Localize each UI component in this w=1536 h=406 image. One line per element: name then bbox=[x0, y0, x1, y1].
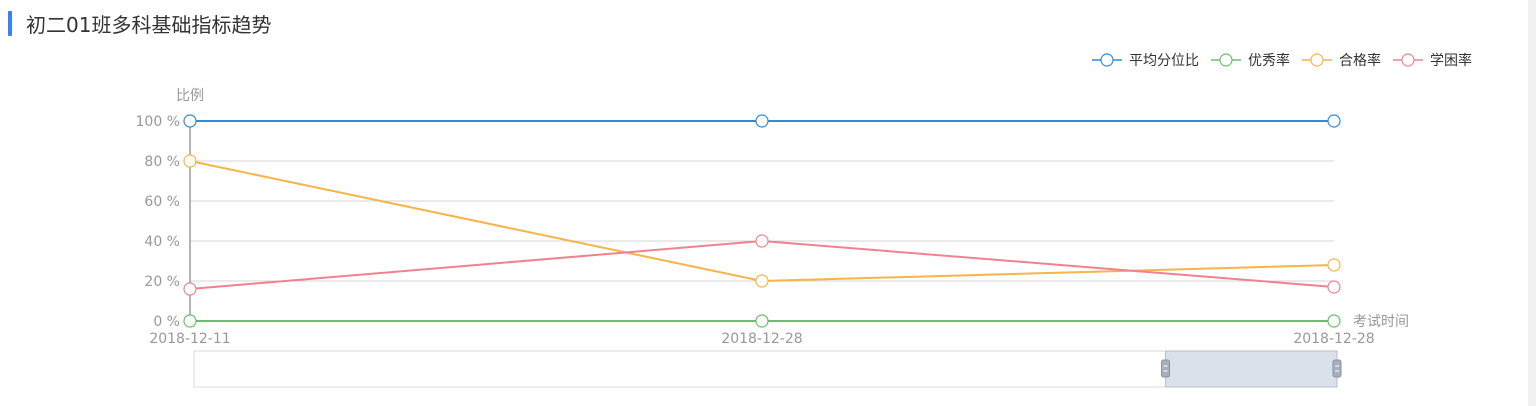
series-layer bbox=[183, 114, 1341, 328]
y-tick-label: 40 % bbox=[144, 234, 180, 250]
y-tick-label: 80 % bbox=[144, 154, 180, 170]
zoom-handle-right[interactable] bbox=[1332, 359, 1342, 378]
data-zoom-slider[interactable] bbox=[193, 350, 1342, 388]
grid-layer bbox=[190, 120, 1334, 282]
legend-marker-icon bbox=[1401, 53, 1415, 67]
data-point bbox=[183, 282, 197, 296]
legend-label: 学困率 bbox=[1430, 52, 1472, 69]
legend-label: 合格率 bbox=[1339, 52, 1381, 69]
data-point bbox=[755, 274, 769, 288]
legend-label: 优秀率 bbox=[1248, 52, 1290, 69]
x-axis-name: 考试时间 bbox=[1353, 314, 1409, 330]
data-point bbox=[755, 314, 769, 328]
zoom-track bbox=[193, 350, 1338, 388]
legend-marker-icon bbox=[1310, 53, 1324, 67]
data-point bbox=[755, 234, 769, 248]
legend-label: 平均分位比 bbox=[1129, 53, 1199, 69]
legend-marker-icon bbox=[1100, 53, 1114, 67]
data-point bbox=[755, 114, 769, 128]
y-tick-label: 100 % bbox=[136, 114, 180, 130]
zoom-handle-left[interactable] bbox=[1161, 359, 1171, 378]
x-tick-label: 2018-12-11 bbox=[149, 331, 230, 347]
legend-item[interactable]: 平均分位比 bbox=[1092, 53, 1199, 69]
legend-item[interactable]: 优秀率 bbox=[1211, 52, 1290, 69]
legend-marker-icon bbox=[1219, 53, 1233, 67]
data-point bbox=[183, 114, 197, 128]
legend-item[interactable]: 合格率 bbox=[1302, 52, 1381, 69]
y-tick-label: 60 % bbox=[144, 194, 180, 210]
zoom-selected-range bbox=[1165, 350, 1338, 388]
y-tick-label: 0 % bbox=[153, 314, 180, 330]
zoom-handle-grip bbox=[1332, 359, 1342, 378]
y-axis-name: 比例 bbox=[176, 88, 204, 104]
x-tick-label: 2018-12-28 bbox=[1293, 331, 1374, 347]
data-point bbox=[1327, 280, 1341, 294]
title-accent-bar bbox=[8, 11, 12, 36]
series-line bbox=[189, 160, 1335, 283]
data-point bbox=[183, 314, 197, 328]
data-point bbox=[1327, 258, 1341, 272]
data-point bbox=[1327, 314, 1341, 328]
legend-item[interactable]: 学困率 bbox=[1393, 52, 1472, 69]
legend[interactable]: 平均分位比 优秀率 合格率 学困率 bbox=[1092, 52, 1472, 69]
y-tick-label: 20 % bbox=[144, 274, 180, 290]
x-tick-label: 2018-12-28 bbox=[721, 331, 802, 347]
page-scrollbar[interactable] bbox=[1528, 0, 1536, 406]
data-point bbox=[183, 154, 197, 168]
chart-title: 初二01班多科基础指标趋势 bbox=[26, 13, 272, 37]
zoom-handle-grip bbox=[1161, 359, 1171, 378]
data-point bbox=[1327, 114, 1341, 128]
